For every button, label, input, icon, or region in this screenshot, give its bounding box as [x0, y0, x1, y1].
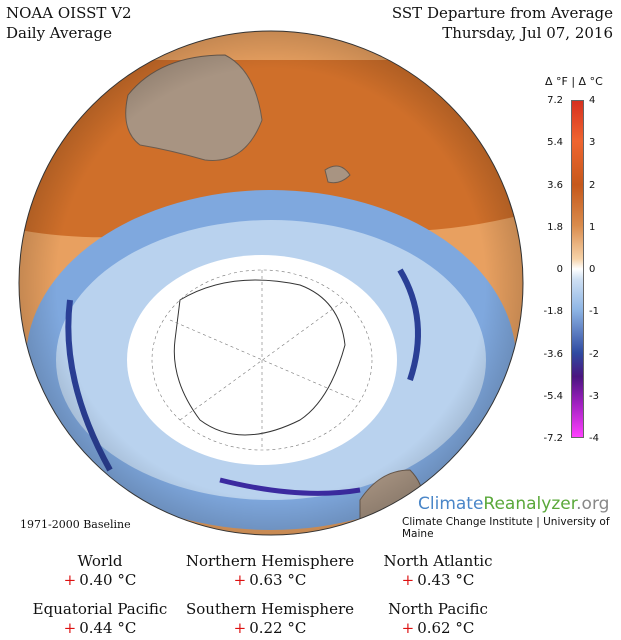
legend-tick-f: -1.8 [543, 306, 563, 318]
stat-value: 0.62 °C [417, 619, 475, 637]
stat-southern-hemisphere: Southern Hemisphere +0.22 °C [180, 600, 360, 638]
stat-equatorial-pacific: Equatorial Pacific +0.44 °C [10, 600, 190, 638]
stat-label: Northern Hemisphere [185, 552, 355, 570]
stat-label: World [77, 552, 123, 570]
legend-tick-c: 1 [589, 221, 596, 233]
stat-northern-hemisphere: Northern Hemisphere +0.63 °C [180, 552, 360, 590]
legend-tick-c: -1 [589, 306, 599, 318]
logo-part-org: .org [576, 494, 610, 514]
dataset-name: NOAA OISST V2 [6, 4, 132, 22]
legend-tick-f: 0 [556, 264, 563, 275]
dataset-title: NOAA OISST V2 Daily Average [6, 3, 132, 43]
stat-north-pacific: North Pacific +0.62 °C [348, 600, 528, 638]
legend-tick-f: 5.4 [547, 137, 563, 149]
legend-tick-f: 1.8 [547, 221, 563, 233]
stat-sign: + [63, 571, 77, 589]
legend-tick-f: -3.6 [543, 348, 563, 360]
color-scale-bar [571, 100, 584, 438]
stat-label: Equatorial Pacific [32, 600, 168, 618]
map-date: Thursday, Jul 07, 2016 [442, 24, 613, 42]
legend-tick-f: 3.6 [547, 179, 563, 191]
legend-tick-c: 4 [589, 95, 596, 106]
stat-value: 0.63 °C [249, 571, 307, 589]
stat-world: World +0.40 °C [10, 552, 190, 590]
legend-tick-f: -7.2 [543, 433, 563, 444]
stat-label: North Atlantic [383, 552, 493, 570]
map-title: SST Departure from Average Thursday, Jul… [392, 3, 613, 43]
stat-sign: + [233, 619, 247, 637]
site-logo: ClimateReanalyzer.org [418, 494, 609, 514]
dataset-period: Daily Average [6, 24, 112, 42]
legend-units: Δ °F | Δ °C [545, 75, 603, 88]
stat-value: 0.43 °C [417, 571, 475, 589]
institute-label: Climate Change Institute | University of… [402, 516, 610, 540]
legend-tick-f: -5.4 [543, 390, 563, 402]
legend-tick-c: 3 [589, 137, 596, 149]
stat-sign: + [63, 619, 77, 637]
legend-tick-f: 7.2 [547, 95, 563, 106]
stat-sign: + [401, 571, 415, 589]
stat-value: 0.44 °C [79, 619, 137, 637]
legend-tick-c: -4 [589, 433, 599, 444]
stat-sign: + [233, 571, 247, 589]
stat-value: 0.40 °C [79, 571, 137, 589]
legend-tick-c: 0 [589, 264, 596, 275]
stat-label: North Pacific [388, 600, 488, 618]
baseline-label: 1971-2000 Baseline [20, 518, 131, 531]
legend-tick-c: -2 [589, 348, 599, 360]
stat-value: 0.22 °C [249, 619, 307, 637]
logo-part-climate: Climate [418, 494, 484, 514]
stat-sign: + [401, 619, 415, 637]
legend-tick-c: -3 [589, 390, 599, 402]
logo-part-reanalyzer: Reanalyzer [483, 494, 577, 514]
legend-tick-c: 2 [589, 179, 596, 191]
stat-north-atlantic: North Atlantic +0.43 °C [348, 552, 528, 590]
map-variable: SST Departure from Average [391, 4, 613, 22]
stat-label: Southern Hemisphere [186, 600, 354, 618]
